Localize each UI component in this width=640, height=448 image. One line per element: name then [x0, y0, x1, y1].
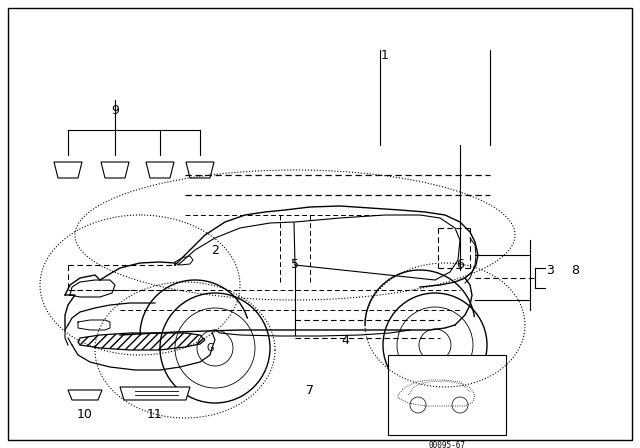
Polygon shape [78, 333, 205, 350]
Polygon shape [120, 387, 190, 400]
Text: G: G [206, 343, 214, 353]
Polygon shape [186, 162, 214, 178]
Polygon shape [68, 390, 102, 400]
Text: 9: 9 [111, 103, 119, 116]
Text: 10: 10 [77, 409, 93, 422]
Bar [388, 355, 506, 435]
Text: 3: 3 [546, 263, 554, 276]
Polygon shape [146, 162, 174, 178]
Text: 1: 1 [381, 48, 389, 61]
Text: 00095-67: 00095-67 [429, 441, 465, 448]
Text: 4: 4 [341, 333, 349, 346]
Polygon shape [54, 162, 82, 178]
Text: 2: 2 [211, 244, 219, 257]
Text: 7: 7 [306, 383, 314, 396]
Text: 11: 11 [147, 409, 163, 422]
Text: 5: 5 [291, 258, 299, 271]
Text: 6: 6 [456, 258, 464, 271]
Polygon shape [101, 162, 129, 178]
Text: 8: 8 [571, 263, 579, 276]
